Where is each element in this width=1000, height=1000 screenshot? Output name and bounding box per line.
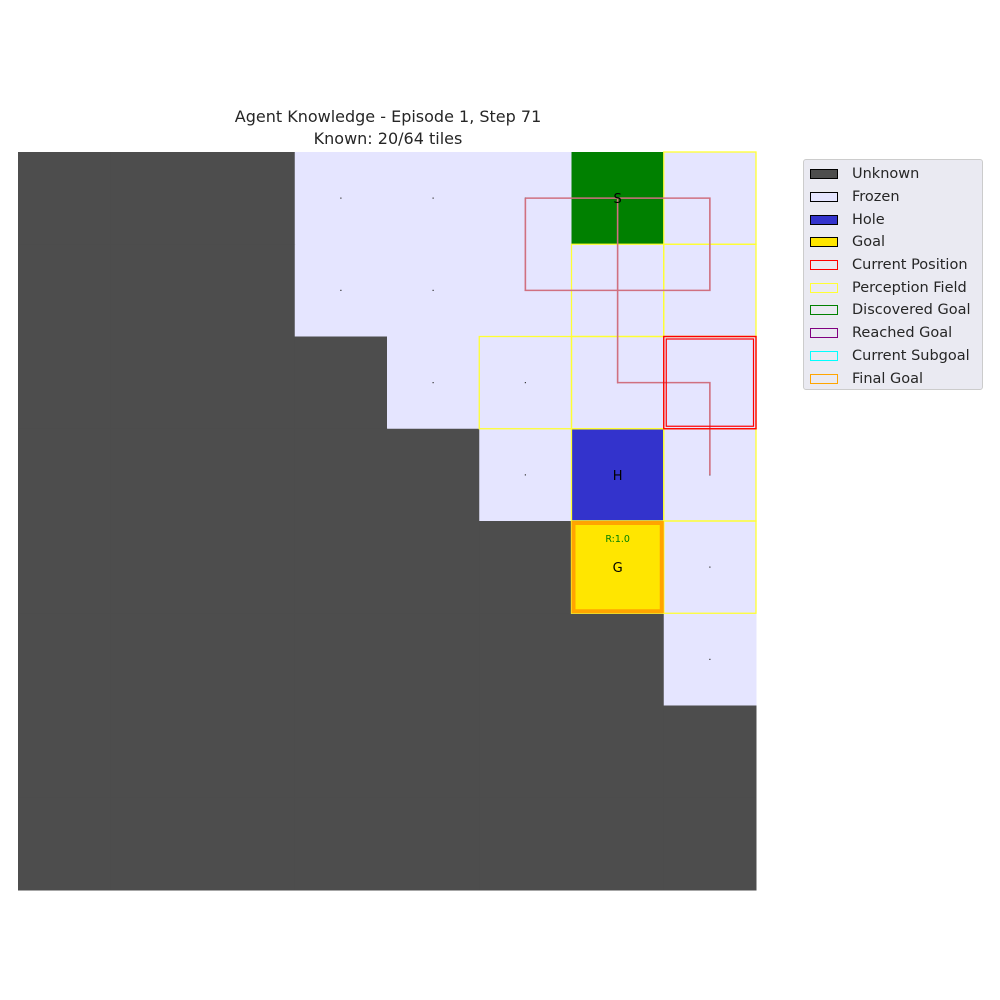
grid-cell <box>202 797 296 891</box>
grid-cell <box>202 244 296 337</box>
grid-cell <box>202 152 296 245</box>
title-line-known-tiles: Known: 20/64 tiles <box>313 129 463 148</box>
legend-swatch <box>810 373 838 384</box>
legend-label: Frozen <box>852 189 900 206</box>
legend-item: Current Subgoal <box>810 345 982 368</box>
frozen-dot <box>432 289 434 291</box>
legend-item: Final Goal <box>810 367 982 390</box>
grid-cell <box>18 705 111 799</box>
grid-cell <box>202 521 296 614</box>
legend-item: Discovered Goal <box>810 299 982 322</box>
grid-cell <box>387 705 480 799</box>
grid-cell <box>294 336 388 430</box>
frozen-dot <box>432 382 434 384</box>
grid-cell <box>479 613 572 706</box>
legend: Unknown Frozen Hole Goal Current Position Per… <box>803 159 983 390</box>
legend-swatch <box>810 169 838 180</box>
legend-label: Final Goal <box>852 370 924 387</box>
agent-path-loop <box>524 197 711 292</box>
legend-label: Unknown <box>852 166 920 183</box>
legend-swatch <box>810 192 838 203</box>
legend-item: Current Position <box>810 254 982 277</box>
grid-cell <box>387 521 480 614</box>
grid-cell <box>294 521 388 614</box>
grid-cell <box>294 428 388 522</box>
final-goal-marker <box>571 521 664 614</box>
legend-item: Frozen <box>810 186 982 209</box>
grid-cell <box>571 797 665 891</box>
grid-cell <box>663 797 757 891</box>
grid-cell <box>18 428 111 522</box>
frozen-dot <box>340 289 342 291</box>
grid-cell <box>571 428 665 522</box>
figure-title: Agent Knowledge - Episode 1, Step 71 Kno… <box>178 106 598 150</box>
grid-cell <box>202 705 296 799</box>
grid-cell <box>18 244 111 337</box>
legend-item: Goal <box>810 231 982 254</box>
cell-label: S <box>613 192 621 207</box>
grid-cell <box>571 613 665 706</box>
legend-swatch <box>810 328 838 339</box>
legend-swatch <box>810 260 838 271</box>
legend-swatch <box>810 214 838 225</box>
grid-cell <box>18 521 111 614</box>
grid-cell <box>18 336 111 430</box>
legend-swatch <box>810 237 838 248</box>
legend-label: Reached Goal <box>852 325 953 342</box>
legend-item: Unknown <box>810 163 982 186</box>
grid-cell <box>110 244 203 337</box>
legend-item: Reached Goal <box>810 322 982 345</box>
cell-label: H <box>613 469 623 484</box>
legend-item: Hole <box>810 208 982 231</box>
grid-cell <box>110 797 203 891</box>
cell-label: G <box>613 561 623 576</box>
grid-cell <box>18 613 111 706</box>
legend-label: Current Subgoal <box>852 347 970 364</box>
frozen-dot <box>524 474 526 476</box>
frozen-dot <box>524 382 526 384</box>
legend-label: Discovered Goal <box>852 302 971 319</box>
grid-cell <box>294 797 388 891</box>
grid-cell <box>202 428 296 522</box>
grid-cell <box>387 797 480 891</box>
frozen-dot <box>432 197 434 199</box>
grid-cell <box>202 336 296 430</box>
grid-cell <box>294 705 388 799</box>
legend-swatch <box>810 282 838 293</box>
frozen-dot <box>709 566 711 568</box>
grid-cell <box>663 705 757 799</box>
grid-cell <box>110 521 203 614</box>
reward-label: R:1.0 <box>605 534 630 545</box>
grid-cell <box>294 613 388 706</box>
grid-cell <box>110 613 203 706</box>
legend-item: Perception Field <box>810 276 982 299</box>
legend-swatch <box>810 305 838 316</box>
frozen-dot <box>340 197 342 199</box>
current-position-marker <box>663 335 757 430</box>
legend-label: Perception Field <box>852 279 967 296</box>
grid-cell <box>387 428 480 522</box>
grid-cell <box>18 152 111 245</box>
legend-label: Current Position <box>852 257 968 274</box>
grid-cell <box>571 521 665 614</box>
legend-swatch <box>810 350 838 361</box>
legend-label: Goal <box>852 234 886 251</box>
grid-cell <box>110 336 203 430</box>
grid-cell <box>18 797 111 891</box>
legend-label: Hole <box>852 211 885 228</box>
grid-cell <box>110 152 203 245</box>
grid-cell <box>479 705 572 799</box>
grid-cell <box>479 521 572 614</box>
title-line-episode-step: Agent Knowledge - Episode 1, Step 71 <box>234 107 542 126</box>
grid-cell <box>110 705 203 799</box>
frozen-dot <box>709 658 711 660</box>
grid-cell <box>571 705 665 799</box>
grid-cell <box>479 797 572 891</box>
grid-cell <box>387 613 480 706</box>
grid-cell <box>202 613 296 706</box>
grid-cell <box>110 428 203 522</box>
current-position-marker-inner <box>665 338 755 427</box>
